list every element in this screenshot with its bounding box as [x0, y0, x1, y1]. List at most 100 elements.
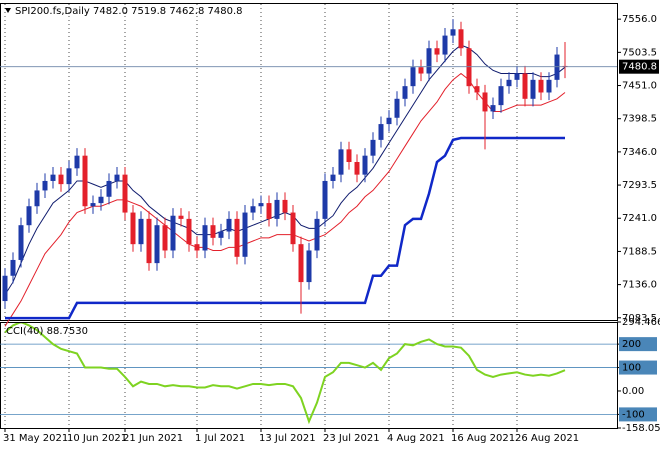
x-tick-label: 1 Jul 2021 — [195, 433, 245, 444]
y-tick-label: 0.00 — [622, 386, 644, 397]
candle-body — [354, 162, 360, 175]
y-tick-label: 200 — [622, 339, 641, 350]
candle-body — [530, 79, 536, 99]
candle-body — [10, 259, 16, 276]
level-label-bg — [619, 360, 657, 375]
x-tick-label: 4 Aug 2021 — [387, 433, 445, 444]
candle-body — [162, 225, 168, 251]
candle-body — [202, 225, 208, 251]
candle-body — [58, 174, 64, 185]
y-tick-label: -100 — [622, 409, 645, 420]
candle-body — [306, 250, 312, 283]
candle-body — [442, 35, 448, 55]
x-tick-label: 13 Jul 2021 — [259, 433, 316, 444]
candle-body — [458, 29, 464, 49]
candle-body — [34, 190, 40, 207]
candle-body — [474, 86, 480, 93]
candle-body — [186, 218, 192, 245]
candle-body — [2, 275, 8, 302]
level-label-bg — [619, 407, 657, 422]
candle-body — [554, 54, 560, 80]
candle-body — [418, 67, 424, 74]
y-tick-label: 7136.0 — [622, 280, 657, 291]
candle-body — [282, 199, 288, 213]
candle-body — [50, 174, 56, 181]
candle-body — [290, 212, 296, 245]
candle-body — [466, 48, 472, 87]
candle-body — [258, 203, 264, 207]
y-tick-label: 294.4668 — [622, 317, 660, 328]
candle-body — [106, 180, 112, 197]
candle-body — [138, 218, 144, 245]
candle-body — [194, 244, 200, 251]
candle-body — [26, 206, 32, 226]
y-tick-label: 100 — [622, 363, 641, 374]
candle-body — [490, 105, 496, 112]
candle-body — [234, 218, 240, 257]
level-label-bg — [619, 337, 657, 352]
candle-body — [426, 48, 432, 74]
cci-line — [4, 323, 566, 425]
candle-body — [170, 215, 176, 251]
candle-body — [298, 244, 304, 283]
candle-body — [402, 86, 408, 99]
x-tick-label: 31 May 2021 — [3, 433, 68, 444]
cci-pane-frame — [0, 322, 618, 429]
candle-body — [66, 168, 72, 185]
candle-body — [394, 98, 400, 118]
candle-body — [114, 174, 120, 181]
x-tick-label: 16 Aug 2021 — [451, 433, 515, 444]
candle-body — [42, 180, 48, 191]
candle-body — [322, 180, 328, 219]
y-tick-label: -158.056 — [622, 423, 660, 434]
x-tick-label: 21 Jun 2021 — [123, 433, 183, 444]
candle-body — [178, 215, 184, 219]
candle-body — [346, 149, 352, 162]
candle-body — [250, 206, 256, 213]
candle-body — [386, 117, 392, 125]
candle-body — [18, 225, 24, 260]
y-tick-label: 7293.5 — [622, 180, 657, 191]
x-tick-label: 26 Aug 2021 — [515, 433, 579, 444]
candle-body — [266, 203, 272, 219]
candle-body — [74, 155, 80, 169]
plot-layer: 7556.0 7503.5 7451.0 7398.5 7346.0 7293.5 7241… — [0, 4, 660, 444]
candle-body — [314, 218, 320, 251]
indicator-line — [4, 72, 566, 327]
x-tick-label: 23 Jul 2021 — [323, 433, 380, 444]
candle-body — [506, 79, 512, 87]
candle-body — [410, 67, 416, 87]
candle-body — [146, 218, 152, 264]
candle-body — [98, 196, 104, 204]
candle-body — [130, 212, 136, 245]
candle-body — [154, 225, 160, 264]
candle-body — [226, 218, 232, 232]
candle-body — [362, 155, 368, 175]
candle-body — [546, 79, 552, 93]
y-tick-label: 7451.0 — [622, 81, 657, 92]
last-price-label: 7480.8 — [622, 62, 657, 73]
candle-body — [122, 174, 128, 213]
candle-body — [330, 174, 336, 181]
chart-title: SPI200.fs,Daily 7482.0 7519.8 7462.8 748… — [15, 6, 242, 17]
candle-body — [482, 92, 488, 112]
candle-body — [218, 231, 224, 238]
price-pane-frame — [0, 3, 618, 321]
candle-body — [210, 225, 216, 238]
x-tick-label: 10 Jun 2021 — [67, 433, 127, 444]
candle-body — [514, 73, 520, 80]
candle-body — [522, 73, 528, 99]
y-tick-label: 7241.0 — [622, 213, 657, 224]
y-tick-label: 7556.0 — [622, 14, 657, 25]
candle-body — [82, 155, 88, 207]
last-price-bg — [619, 59, 659, 74]
candle-body — [370, 139, 376, 156]
y-tick-label: 7083.5 — [622, 313, 657, 324]
collapse-icon — [5, 8, 11, 13]
candle-body — [242, 212, 248, 257]
candle-body — [450, 29, 456, 36]
y-tick-label: 7503.5 — [622, 47, 657, 58]
candle-body — [434, 48, 440, 55]
